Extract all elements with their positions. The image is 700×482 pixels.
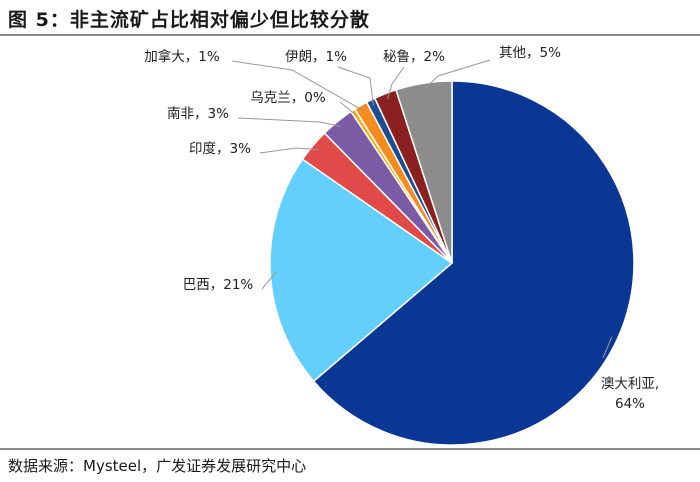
- leader-line-canada: [231, 60, 364, 112]
- leader-line-peru: [386, 66, 405, 100]
- data-label-iran: 伊朗，1%: [285, 49, 347, 65]
- source-note: 数据来源：Mysteel，广发证券发展研究中心: [8, 457, 307, 475]
- leader-line-ukraine: [339, 101, 357, 116]
- pie-slice-australia: [312, 80, 635, 446]
- pie-slice-brazil: [269, 158, 454, 383]
- chart-title: 图 5：非主流矿占比相对偏少但比较分散: [8, 9, 370, 31]
- pie-chart: 澳大利亚, 64% 巴西，21% 印度，3% 南非，3% 乌克兰，0% 加拿大，1% 伊朗，1…: [144, 45, 659, 446]
- data-label-india: 印度，3%: [189, 141, 251, 157]
- top-rule: [0, 34, 700, 36]
- leader-line-brazil: [261, 271, 277, 290]
- data-label-brazil: 巴西，21%: [183, 277, 254, 293]
- leader-line-south-africa: [237, 117, 342, 127]
- bottom-rule: [0, 448, 700, 450]
- data-label-peru: 秘鲁，2%: [383, 49, 445, 65]
- pie-slice-other: [395, 80, 453, 264]
- leader-line-australia: [602, 336, 613, 359]
- leader-line-iran: [337, 66, 374, 106]
- data-label-australia: 澳大利亚, 64%: [601, 376, 659, 412]
- data-label-other: 其他，5%: [499, 45, 561, 61]
- leader-line-india: [259, 147, 318, 154]
- data-label-ukraine: 乌克兰，0%: [250, 90, 326, 106]
- data-label-canada: 加拿大，1%: [144, 48, 220, 65]
- chart-title-bar: 图 5：非主流矿占比相对偏少但比较分散: [0, 0, 700, 36]
- data-label-south-africa: 南非，3%: [167, 106, 229, 122]
- leader-line-other: [424, 59, 491, 90]
